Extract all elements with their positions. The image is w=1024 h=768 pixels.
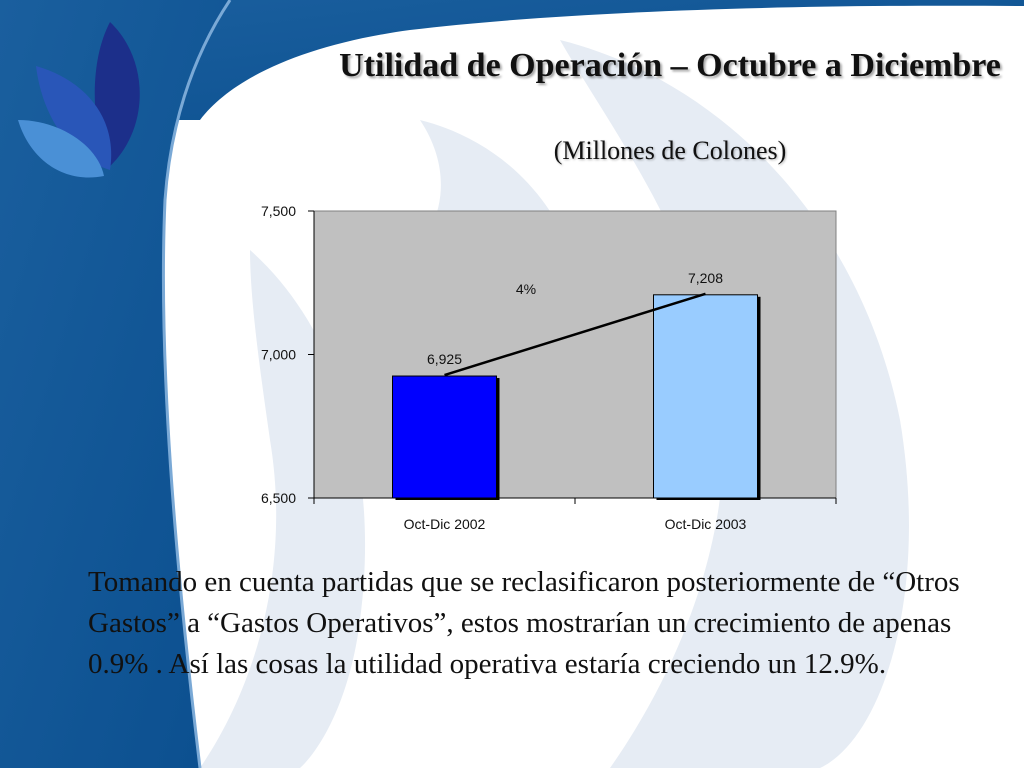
y-tick-label: 7,000 — [261, 347, 296, 363]
x-tick-label: Oct-Dic 2003 — [665, 516, 747, 532]
bar-data-label: 6,925 — [427, 351, 462, 367]
y-tick-label: 7,500 — [261, 203, 296, 219]
logo-leaves — [18, 22, 140, 178]
body-paragraph: Tomando en cuenta partidas que se reclas… — [88, 566, 960, 680]
slide-title: Utilidad de Operación – Octubre a Diciem… — [339, 47, 1001, 84]
top-band — [0, 0, 1024, 120]
bar-data-label: 7,208 — [688, 270, 723, 286]
bar — [653, 294, 758, 499]
slide-subtitle: (Millones de Colones) — [553, 136, 787, 165]
bar — [392, 375, 497, 499]
x-tick-label: Oct-Dic 2002 — [404, 516, 486, 532]
left-band — [0, 0, 230, 768]
growth-line — [444, 292, 706, 377]
y-tick-label: 6,500 — [261, 490, 296, 506]
bar-chart: 6,500 7,000 7,500 Oct-Dic 2002 Oct-Dic 2003… — [261, 203, 837, 532]
band-highlight — [161, 0, 232, 768]
growth-annotation: 4% — [516, 281, 536, 297]
